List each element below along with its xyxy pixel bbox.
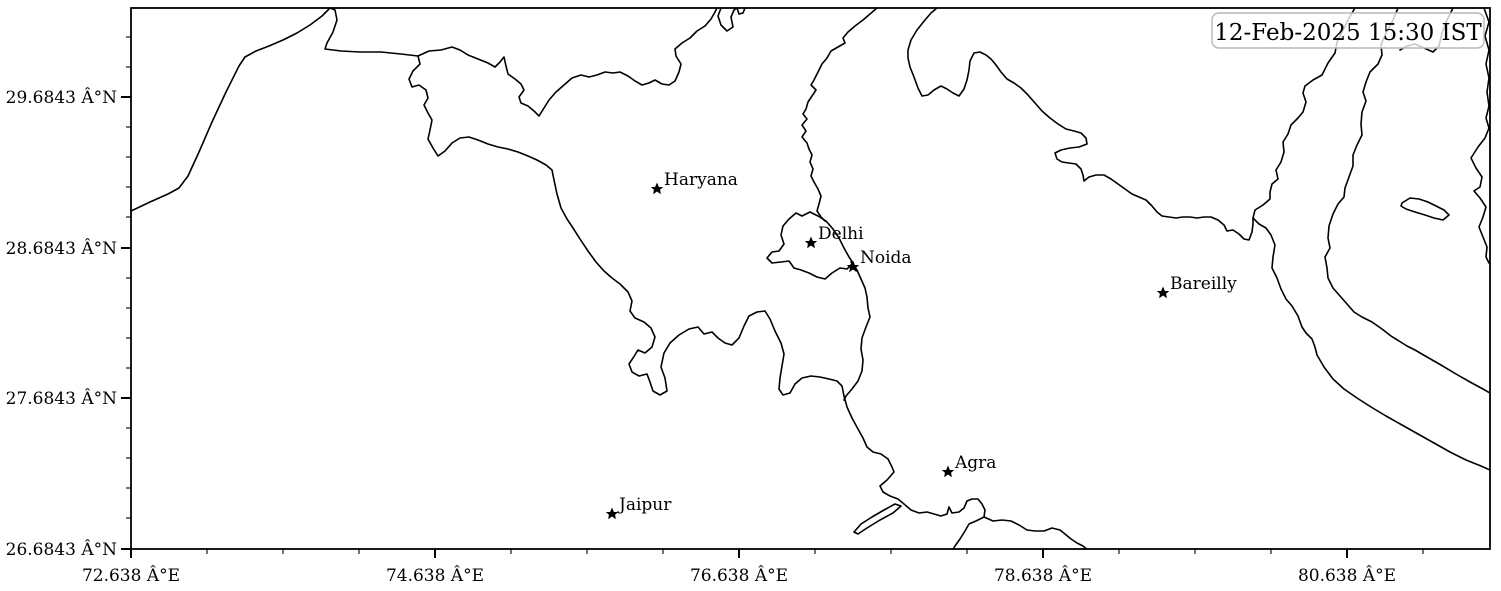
city-marker-star-icon [650,182,664,195]
map-outline-uttarakhand-border [907,8,1254,241]
map-outline-himalaya-line-east [1324,8,1490,394]
x-tick-label: 78.638 Â°E [994,565,1092,586]
plot-border [130,7,1491,550]
y-tick-label: 26.6843 Â°N [6,539,117,560]
city-marker-star-icon [846,260,860,273]
timestamp-box: 12-Feb-2025 15:30 IST [1211,12,1485,49]
city-label: Haryana [664,170,738,190]
x-tick-label: 72.638 Â°E [82,565,180,586]
map-outline-yamuna-south [843,261,871,401]
city-marker-star-icon [1156,286,1170,299]
city-marker-star-icon [941,465,955,478]
map-outline-punjab-border [131,8,419,212]
city-label: Delhi [818,224,864,244]
x-tick-label: 74.638 Â°E [386,565,484,586]
city-label: Bareilly [1170,274,1237,294]
city-label: Agra [954,453,996,473]
y-tick-label: 28.6843 Â°N [6,238,117,259]
city-marker-star-icon [605,507,619,520]
y-tick-label: 27.6843 Â°N [6,388,117,409]
map-outline-haryana-top-notch [717,8,746,32]
city-label: Noida [860,248,912,268]
axis-ticks-layer: 72.638 Â°E 74.638 Â°E 76.638 Â°E 78.638 Â°E… [6,36,1424,586]
x-tick-label: 76.638 Â°E [690,565,788,586]
map-outline-small-lake-blob [1400,197,1450,221]
map-outlines-layer [131,8,1490,549]
map-outline-himalaya-line-west [1252,8,1490,471]
map-outline-haryana-north [417,8,718,117]
map-outline-right-edge-line [1470,8,1490,264]
timestamp-box-background [1211,12,1485,49]
map-outline-delhi-boundary [766,211,854,280]
map-outline-up-south-boundary [983,516,1088,549]
city-marker-star-icon [804,236,818,249]
map-outline-yamuna-north [801,8,878,222]
y-tick-label: 29.6843 Â°N [6,87,117,108]
city-label: Jaipur [617,495,672,515]
map-outline-haryana-west-south [408,55,986,549]
city-markers-layer: Haryana Delhi Noida Bareilly Agra Jaipur [605,170,1237,520]
map-outline-yamuna-sliver [853,503,902,535]
timestamp-text: 12-Feb-2025 15:30 IST [1214,20,1482,46]
x-tick-label: 80.638 Â°E [1298,565,1396,586]
